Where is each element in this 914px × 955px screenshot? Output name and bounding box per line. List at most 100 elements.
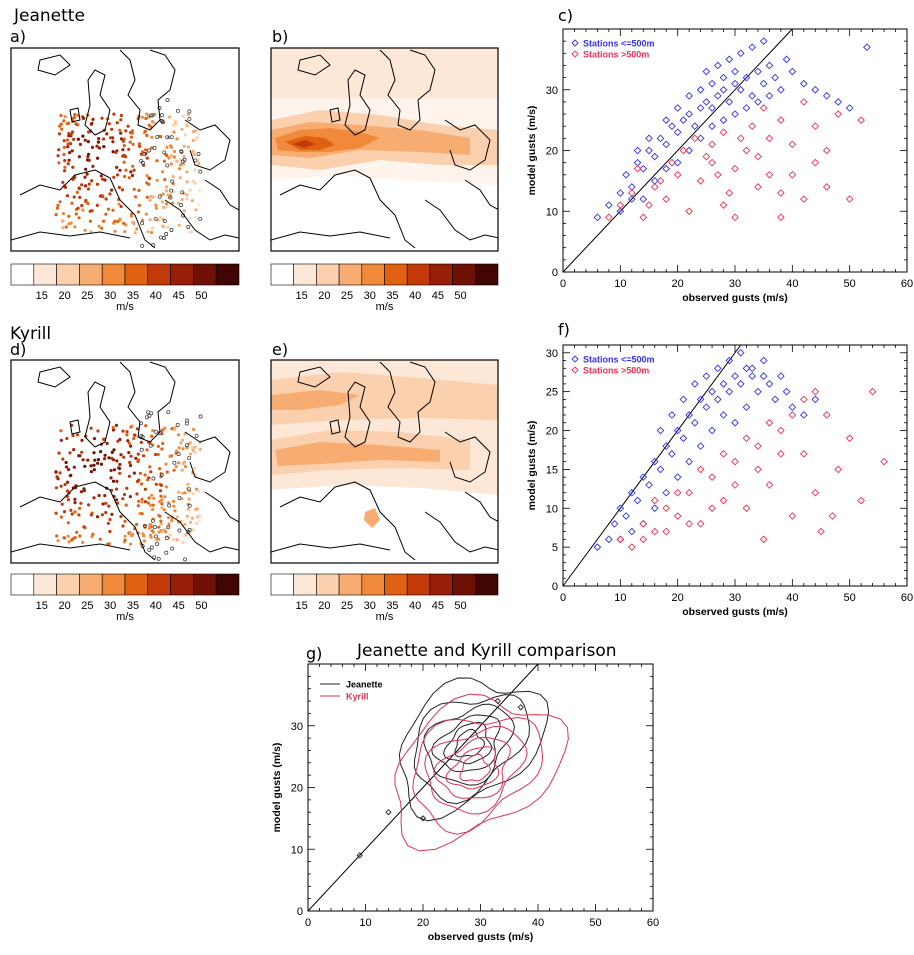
data-point bbox=[719, 411, 728, 419]
station-dot-open bbox=[139, 447, 144, 452]
colorbar-tick-label: 45 bbox=[432, 290, 444, 302]
y-axis-label: model gusts (m/s) bbox=[526, 421, 538, 511]
station-dot bbox=[86, 155, 90, 159]
x-axis-label: observed gusts (m/s) bbox=[682, 606, 788, 618]
station-dot bbox=[125, 430, 129, 434]
y-axis-label: model gusts (m/s) bbox=[271, 743, 283, 833]
data-point bbox=[736, 348, 745, 357]
station-dot bbox=[92, 496, 96, 500]
station-dot bbox=[59, 429, 63, 433]
data-point bbox=[759, 104, 768, 112]
data-point bbox=[696, 104, 705, 112]
station-dot bbox=[86, 187, 90, 191]
colorbar-tick-label: 20 bbox=[58, 290, 70, 302]
station-dot-open bbox=[146, 148, 151, 153]
station-dot-open bbox=[183, 557, 188, 562]
legend-label: Stations >500m bbox=[583, 50, 649, 60]
colorbar-tick-label: 40 bbox=[409, 290, 421, 302]
station-dot bbox=[148, 465, 152, 469]
x-tick-label: 40 bbox=[786, 278, 798, 290]
station-dot bbox=[69, 508, 73, 512]
station-dot bbox=[133, 231, 137, 235]
station-dot bbox=[56, 539, 60, 543]
data-point bbox=[777, 213, 785, 222]
station-dot bbox=[164, 530, 168, 534]
station-dot bbox=[156, 452, 160, 457]
station-dot-open bbox=[165, 536, 169, 541]
station-dot-open bbox=[165, 163, 170, 168]
station-dot bbox=[122, 160, 126, 164]
station-dot bbox=[160, 200, 164, 204]
data-point bbox=[765, 61, 774, 70]
data-point bbox=[811, 395, 820, 404]
station-dot bbox=[186, 482, 190, 486]
station-dot bbox=[158, 514, 162, 518]
station-dot-open bbox=[159, 472, 164, 477]
data-point bbox=[754, 465, 762, 474]
station-dot-open bbox=[175, 108, 180, 113]
data-point bbox=[685, 488, 693, 497]
station-dot bbox=[134, 195, 138, 199]
station-dot bbox=[86, 140, 90, 144]
station-dot-open bbox=[180, 190, 185, 195]
map-panel-d bbox=[11, 360, 239, 563]
station-dot bbox=[96, 458, 100, 462]
station-dot-open bbox=[179, 203, 184, 207]
station-dot bbox=[73, 510, 77, 514]
data-point bbox=[799, 411, 808, 419]
station-dot bbox=[87, 182, 91, 186]
station-dot bbox=[78, 506, 82, 510]
data-point bbox=[708, 122, 716, 131]
station-dot bbox=[57, 132, 62, 136]
station-dot bbox=[132, 437, 136, 441]
station-dot bbox=[58, 471, 62, 475]
station-dot bbox=[111, 150, 115, 154]
colorbar-tick-label: 50 bbox=[195, 600, 207, 612]
station-dot bbox=[143, 473, 147, 477]
station-dot bbox=[182, 209, 186, 213]
colorbar-tick-label: 25 bbox=[81, 600, 93, 612]
station-dot-open bbox=[155, 542, 159, 547]
colorbar-tick-label: 35 bbox=[386, 290, 398, 302]
station-dot bbox=[130, 173, 135, 178]
station-dot bbox=[106, 207, 111, 211]
station-dot-open bbox=[172, 460, 177, 465]
colorbar-tick-label: 45 bbox=[172, 600, 184, 612]
data-point bbox=[742, 504, 751, 513]
station-dot bbox=[145, 133, 149, 138]
station-dot bbox=[149, 503, 153, 507]
station-dot bbox=[115, 479, 119, 483]
station-dot bbox=[87, 503, 91, 507]
data-point bbox=[679, 146, 688, 155]
contour-line bbox=[423, 703, 515, 786]
station-dot bbox=[76, 137, 80, 141]
data-point bbox=[765, 418, 774, 427]
panel-label-g: g) bbox=[306, 644, 323, 663]
station-dot bbox=[164, 485, 169, 489]
station-dot bbox=[103, 494, 107, 498]
station-dot-open bbox=[169, 188, 174, 193]
station-dot bbox=[115, 487, 119, 491]
station-dot bbox=[146, 230, 150, 234]
data-point bbox=[627, 488, 636, 497]
data-point bbox=[857, 116, 865, 124]
station-dot bbox=[60, 502, 64, 506]
station-dot bbox=[109, 476, 113, 480]
station-dot bbox=[70, 149, 74, 153]
station-dot bbox=[159, 519, 163, 523]
station-dot bbox=[80, 203, 84, 208]
station-dot bbox=[129, 170, 133, 174]
data-point bbox=[691, 380, 699, 388]
station-dot bbox=[157, 537, 161, 541]
data-point bbox=[771, 395, 779, 404]
data-point bbox=[834, 110, 843, 118]
station-dot bbox=[119, 131, 123, 135]
station-dot bbox=[108, 192, 112, 196]
x-tick-label: 0 bbox=[305, 917, 311, 929]
station-dot bbox=[110, 127, 114, 131]
outlier-point bbox=[385, 809, 392, 816]
station-dot bbox=[107, 504, 111, 508]
station-dot-open bbox=[177, 495, 182, 500]
station-dot bbox=[177, 167, 182, 171]
station-dot bbox=[164, 189, 168, 193]
